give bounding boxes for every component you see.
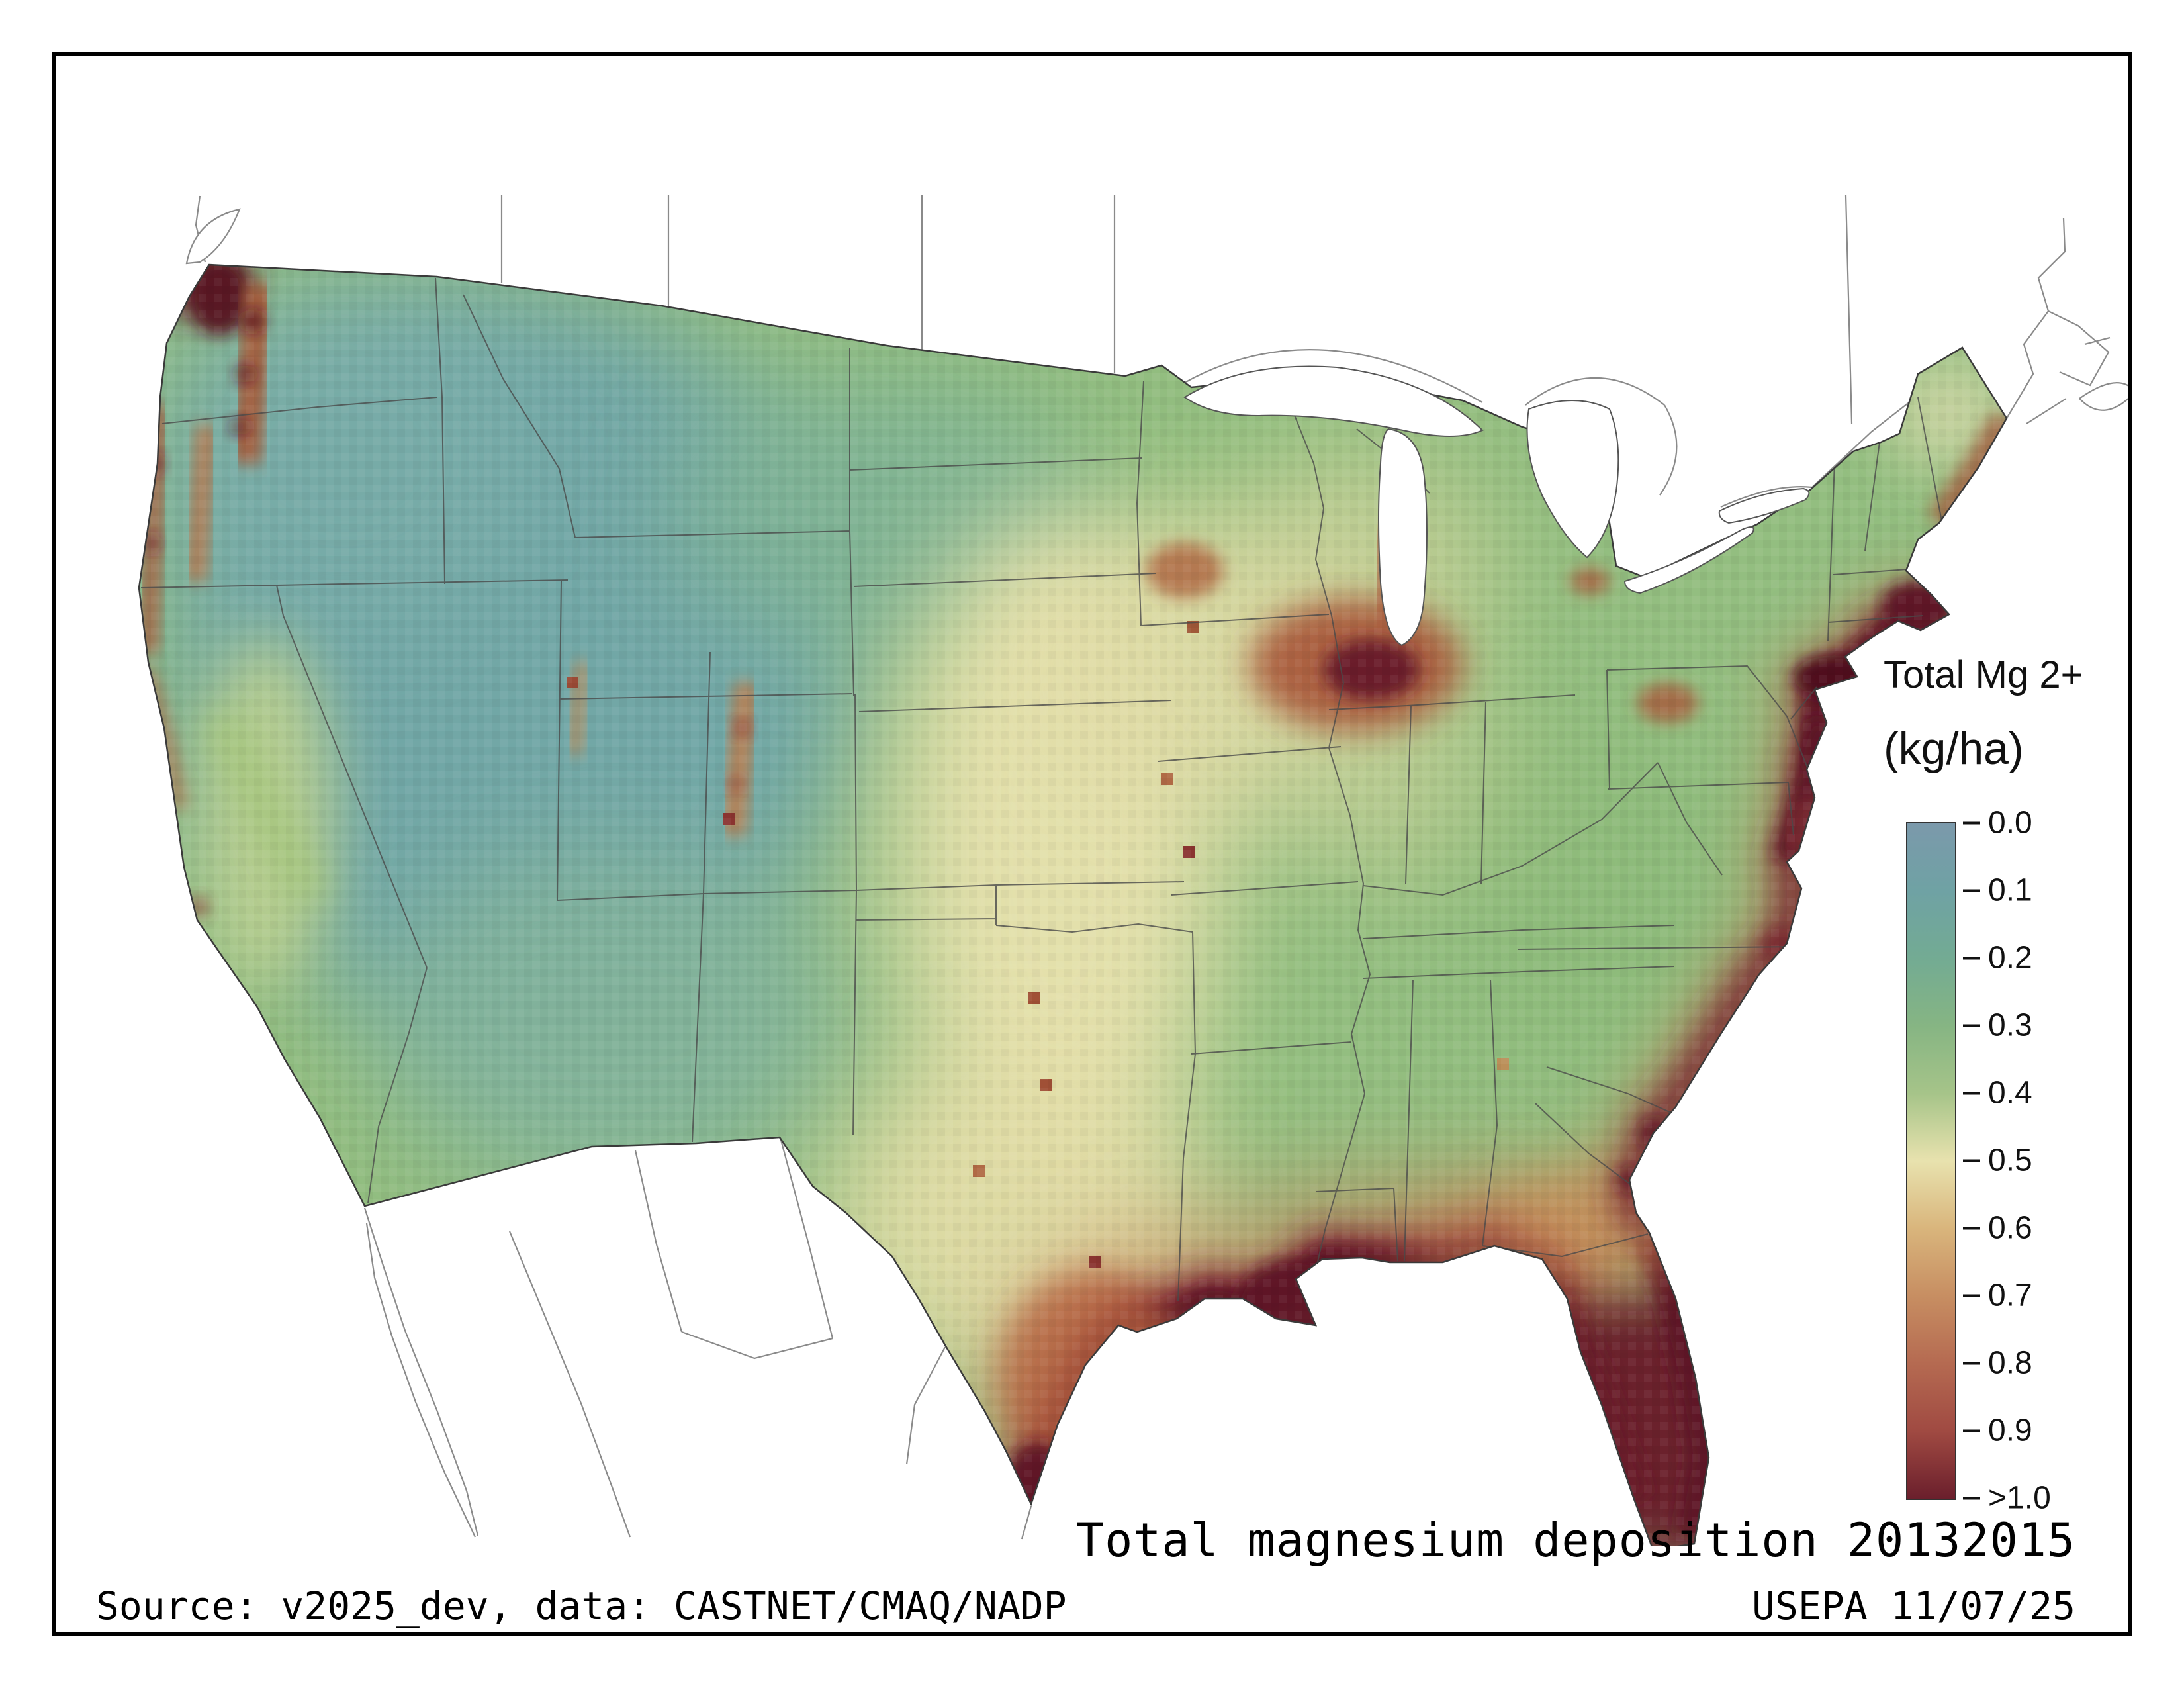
legend-tick: 0.3 bbox=[1963, 1008, 2032, 1044]
legend-tick-label: 0.4 bbox=[1988, 1075, 2032, 1111]
legend-tick-mark bbox=[1963, 889, 1980, 892]
legend-colorbar bbox=[1906, 822, 1956, 1500]
legend-tick-label: 0.2 bbox=[1988, 940, 2032, 976]
legend-tick-label: >1.0 bbox=[1988, 1480, 2051, 1516]
legend-tick: 0.6 bbox=[1963, 1210, 2032, 1246]
legend-tick-mark bbox=[1963, 1227, 1980, 1229]
figure-caption: Total magnesium deposition 20132015 bbox=[1075, 1513, 2075, 1568]
legend-tick: 0.1 bbox=[1963, 872, 2032, 909]
legend-tick: 0.8 bbox=[1963, 1345, 2032, 1382]
legend-tick-mark bbox=[1963, 1497, 1980, 1499]
legend-tick-label: 0.1 bbox=[1988, 872, 2032, 908]
lake-huron bbox=[1526, 400, 1619, 559]
us-outline bbox=[138, 263, 2008, 1546]
legend-tick-mark bbox=[1963, 1159, 1980, 1162]
legend-tick: 0.2 bbox=[1963, 940, 2032, 976]
lake-superior bbox=[1183, 365, 1484, 437]
legend-tick: 0.9 bbox=[1963, 1413, 2032, 1449]
legend-tick: 0.4 bbox=[1963, 1075, 2032, 1111]
legend-title: Total Mg 2+ bbox=[1884, 653, 2083, 696]
lake-michigan bbox=[1378, 428, 1428, 647]
legend-tick-mark bbox=[1963, 1024, 1980, 1027]
legend-tick-mark bbox=[1963, 1294, 1980, 1297]
legend-tick: >1.0 bbox=[1963, 1480, 2051, 1517]
legend-tick-label: 0.8 bbox=[1988, 1345, 2032, 1381]
legend-tick: 0.5 bbox=[1963, 1143, 2032, 1179]
legend-tick: 0.0 bbox=[1963, 805, 2032, 841]
great-lakes bbox=[1183, 365, 1810, 647]
figure-border-frame bbox=[52, 52, 2132, 1636]
legend-tick-mark bbox=[1963, 1429, 1980, 1432]
legend-tick-mark bbox=[1963, 1362, 1980, 1364]
lake-erie bbox=[1623, 526, 1754, 594]
lake-ontario bbox=[1718, 487, 1810, 524]
agency-datestamp: USEPA 11/07/25 bbox=[1752, 1583, 2075, 1628]
legend-tick-label: 0.7 bbox=[1988, 1278, 2032, 1313]
legend-tick-mark bbox=[1963, 957, 1980, 959]
legend-tick-label: 0.5 bbox=[1988, 1143, 2032, 1178]
legend-tick-label: 0.9 bbox=[1988, 1413, 2032, 1448]
legend-ticks: 0.0 0.1 0.2 0.3 0.4 0.5 0.6 0.7 0.8 0.9 >1.0 bbox=[1963, 806, 2109, 1516]
legend-tick: 0.7 bbox=[1963, 1278, 2032, 1314]
legend-tick-mark bbox=[1963, 1092, 1980, 1094]
legend-tick-label: 0.0 bbox=[1988, 805, 2032, 841]
source-note: Source: v2025_dev, data: CASTNET/CMAQ/NA… bbox=[96, 1583, 1067, 1628]
legend-tick-label: 0.6 bbox=[1988, 1210, 2032, 1246]
legend-tick-label: 0.3 bbox=[1988, 1008, 2032, 1043]
legend-units: (kg/ha) bbox=[1884, 724, 2024, 774]
state-borders bbox=[140, 277, 1945, 1301]
legend-tick-mark bbox=[1963, 821, 1980, 824]
canada-mexico-outlines bbox=[185, 195, 2131, 1540]
